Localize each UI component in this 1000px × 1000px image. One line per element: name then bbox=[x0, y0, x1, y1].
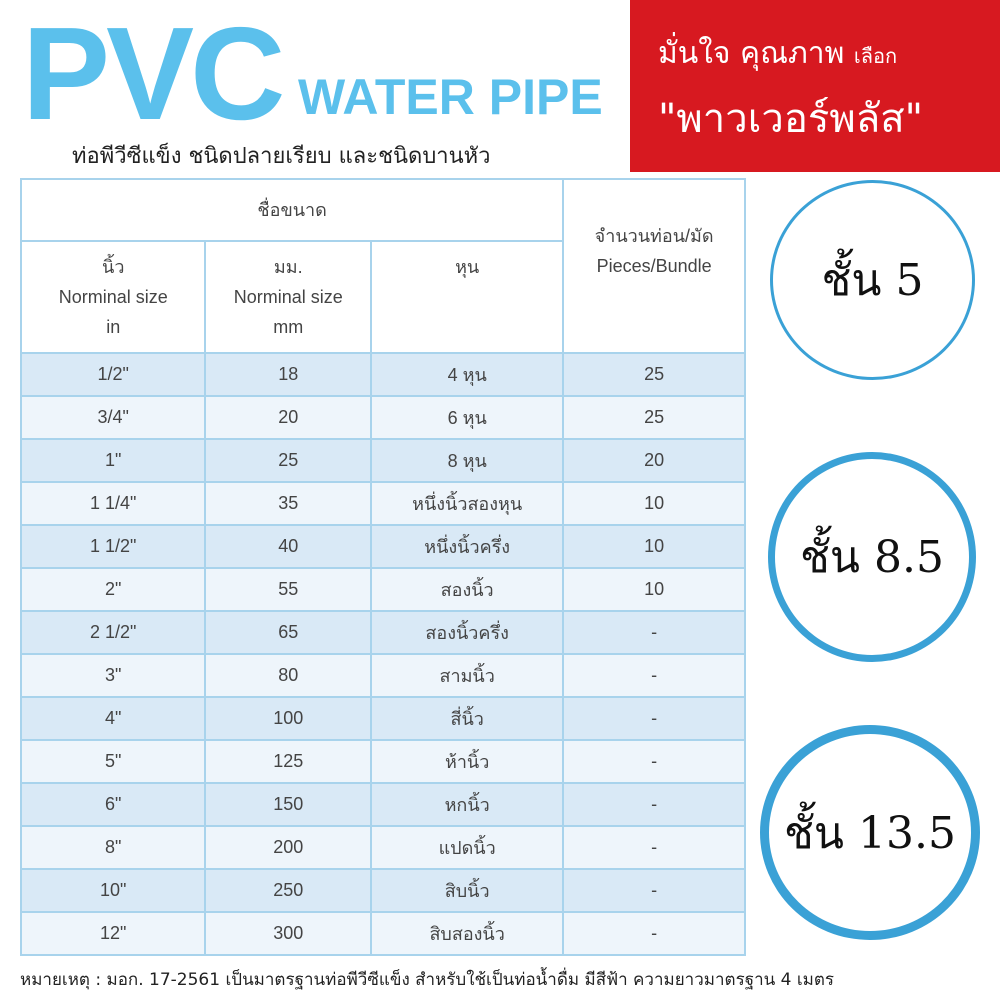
cell-size-inch: 10" bbox=[19, 868, 207, 913]
class-13-5-badge: ชั้น 13.5 bbox=[760, 725, 980, 940]
class-8-5-badge: ชั้น 8.5 bbox=[768, 452, 976, 662]
cell-size-hun: สองนิ้ว bbox=[370, 567, 565, 612]
inch-header-th: นิ้ว bbox=[102, 257, 125, 277]
description: ท่อพีวีซีแข็ง ชนิดปลายเรียบ และชนิดบานหั… bbox=[72, 144, 491, 169]
cell-size-hun: สองนิ้วครึ่ง bbox=[370, 610, 565, 655]
cell-pieces: - bbox=[562, 610, 746, 655]
cell-size-hun: หนึ่งนิ้วสองหุน bbox=[370, 481, 565, 526]
table-row: 2 1/2" 65 สองนิ้วครึ่ง - bbox=[19, 610, 746, 655]
cell-pieces: - bbox=[562, 825, 746, 870]
table-row: 8" 200 แปดนิ้ว - bbox=[19, 825, 746, 870]
cell-size-hun: 6 หุน bbox=[370, 395, 565, 440]
cell-size-inch: 4" bbox=[19, 696, 207, 741]
cell-size-inch: 2" bbox=[19, 567, 207, 612]
mm-header: มม. Norminal size mm bbox=[204, 240, 373, 354]
cell-pieces: 20 bbox=[562, 438, 746, 483]
cell-size-inch: 5" bbox=[19, 739, 207, 784]
cell-pieces: 10 bbox=[562, 481, 746, 526]
cell-pieces: - bbox=[562, 653, 746, 698]
table-row: 10" 250 สิบนิ้ว - bbox=[19, 868, 746, 913]
cell-pieces: - bbox=[562, 782, 746, 827]
title-water-pipe: WATER PIPE bbox=[298, 69, 603, 125]
cell-pieces: 25 bbox=[562, 352, 746, 397]
table-row: 1 1/2" 40 หนึ่งนิ้วครึ่ง 10 bbox=[19, 524, 746, 569]
mm-header-th: มม. bbox=[273, 257, 303, 277]
table-row: 1 1/4" 35 หนึ่งนิ้วสองหุน 10 bbox=[19, 481, 746, 526]
cell-size-mm: 150 bbox=[204, 782, 373, 827]
cell-size-hun: 8 หุน bbox=[370, 438, 565, 483]
cell-size-inch: 2 1/2" bbox=[19, 610, 207, 655]
cell-size-mm: 200 bbox=[204, 825, 373, 870]
pieces-header: จำนวนท่อน/มัด Pieces/Bundle bbox=[562, 178, 746, 354]
cell-size-hun: แปดนิ้ว bbox=[370, 825, 565, 870]
class-5-badge: ชั้น 5 bbox=[770, 180, 975, 380]
table-row: 1/2" 18 4 หุน 25 bbox=[19, 352, 746, 397]
cell-size-hun: สิบสองนิ้ว bbox=[370, 911, 565, 956]
table-row: 3" 80 สามนิ้ว - bbox=[19, 653, 746, 698]
cell-size-mm: 18 bbox=[204, 352, 373, 397]
banner-line2: "พาวเวอร์พลัส" bbox=[658, 96, 924, 142]
banner-line1: มั่นใจ คุณภาพ เลือก bbox=[658, 30, 897, 77]
cell-size-mm: 300 bbox=[204, 911, 373, 956]
promo-banner: มั่นใจ คุณภาพ เลือก "พาวเวอร์พลัส" bbox=[630, 0, 1000, 172]
table-row: 5" 125 ห้านิ้ว - bbox=[19, 739, 746, 784]
size-table: ชื่อขนาด จำนวนท่อน/มัด Pieces/Bundle นิ้ว… bbox=[19, 178, 746, 956]
cell-pieces: - bbox=[562, 696, 746, 741]
mm-header-en: Norminal size bbox=[233, 287, 343, 307]
cell-size-hun: หนึ่งนิ้วครึ่ง bbox=[370, 524, 565, 569]
cell-size-hun: ห้านิ้ว bbox=[370, 739, 565, 784]
cell-size-mm: 25 bbox=[204, 438, 373, 483]
cell-size-inch: 6" bbox=[19, 782, 207, 827]
cell-pieces: 25 bbox=[562, 395, 746, 440]
cell-size-inch: 8" bbox=[19, 825, 207, 870]
inch-header-en: Norminal size bbox=[58, 287, 168, 307]
footnote: หมายเหตุ : มอก. 17-2561 เป็นมาตรฐานท่อพี… bbox=[20, 970, 835, 990]
cell-size-mm: 80 bbox=[204, 653, 373, 698]
cell-size-mm: 125 bbox=[204, 739, 373, 784]
cell-size-inch: 12" bbox=[19, 911, 207, 956]
cell-size-inch: 1 1/2" bbox=[19, 524, 207, 569]
cell-pieces: 10 bbox=[562, 524, 746, 569]
pieces-header-th: จำนวนท่อน/มัด bbox=[594, 226, 714, 246]
cell-size-mm: 40 bbox=[204, 524, 373, 569]
cell-size-mm: 100 bbox=[204, 696, 373, 741]
cell-size-hun: สิบนิ้ว bbox=[370, 868, 565, 913]
cell-size-mm: 65 bbox=[204, 610, 373, 655]
table-row: 6" 150 หกนิ้ว - bbox=[19, 782, 746, 827]
cell-size-mm: 250 bbox=[204, 868, 373, 913]
cell-size-inch: 3/4" bbox=[19, 395, 207, 440]
cell-size-hun: สามนิ้ว bbox=[370, 653, 565, 698]
table-row: 3/4" 20 6 หุน 25 bbox=[19, 395, 746, 440]
table-row: 4" 100 สี่นิ้ว - bbox=[19, 696, 746, 741]
inch-header-unit: in bbox=[106, 317, 121, 337]
cell-size-hun: 4 หุน bbox=[370, 352, 565, 397]
table-row: 2" 55 สองนิ้ว 10 bbox=[19, 567, 746, 612]
cell-pieces: 10 bbox=[562, 567, 746, 612]
cell-size-inch: 1/2" bbox=[19, 352, 207, 397]
cell-size-hun: หกนิ้ว bbox=[370, 782, 565, 827]
pieces-header-en: Pieces/Bundle bbox=[596, 256, 712, 276]
cell-pieces: - bbox=[562, 911, 746, 956]
table-row: 1" 25 8 หุน 20 bbox=[19, 438, 746, 483]
cell-pieces: - bbox=[562, 868, 746, 913]
mm-header-unit: mm bbox=[273, 317, 304, 337]
banner-line1-small: เลือก bbox=[853, 44, 898, 68]
cell-size-inch: 1" bbox=[19, 438, 207, 483]
inch-header: นิ้ว Norminal size in bbox=[19, 240, 207, 354]
cell-size-inch: 1 1/4" bbox=[19, 481, 207, 526]
banner-line1-text: มั่นใจ คุณภาพ bbox=[658, 36, 845, 71]
title-pvc: PVC bbox=[22, 0, 285, 147]
cell-size-mm: 35 bbox=[204, 481, 373, 526]
cell-size-mm: 20 bbox=[204, 395, 373, 440]
cell-size-hun: สี่นิ้ว bbox=[370, 696, 565, 741]
cell-size-mm: 55 bbox=[204, 567, 373, 612]
hun-header: หุน bbox=[370, 240, 565, 354]
cell-pieces: - bbox=[562, 739, 746, 784]
group-header: ชื่อขนาด bbox=[19, 178, 565, 242]
table-row: 12" 300 สิบสองนิ้ว - bbox=[19, 911, 746, 956]
cell-size-inch: 3" bbox=[19, 653, 207, 698]
